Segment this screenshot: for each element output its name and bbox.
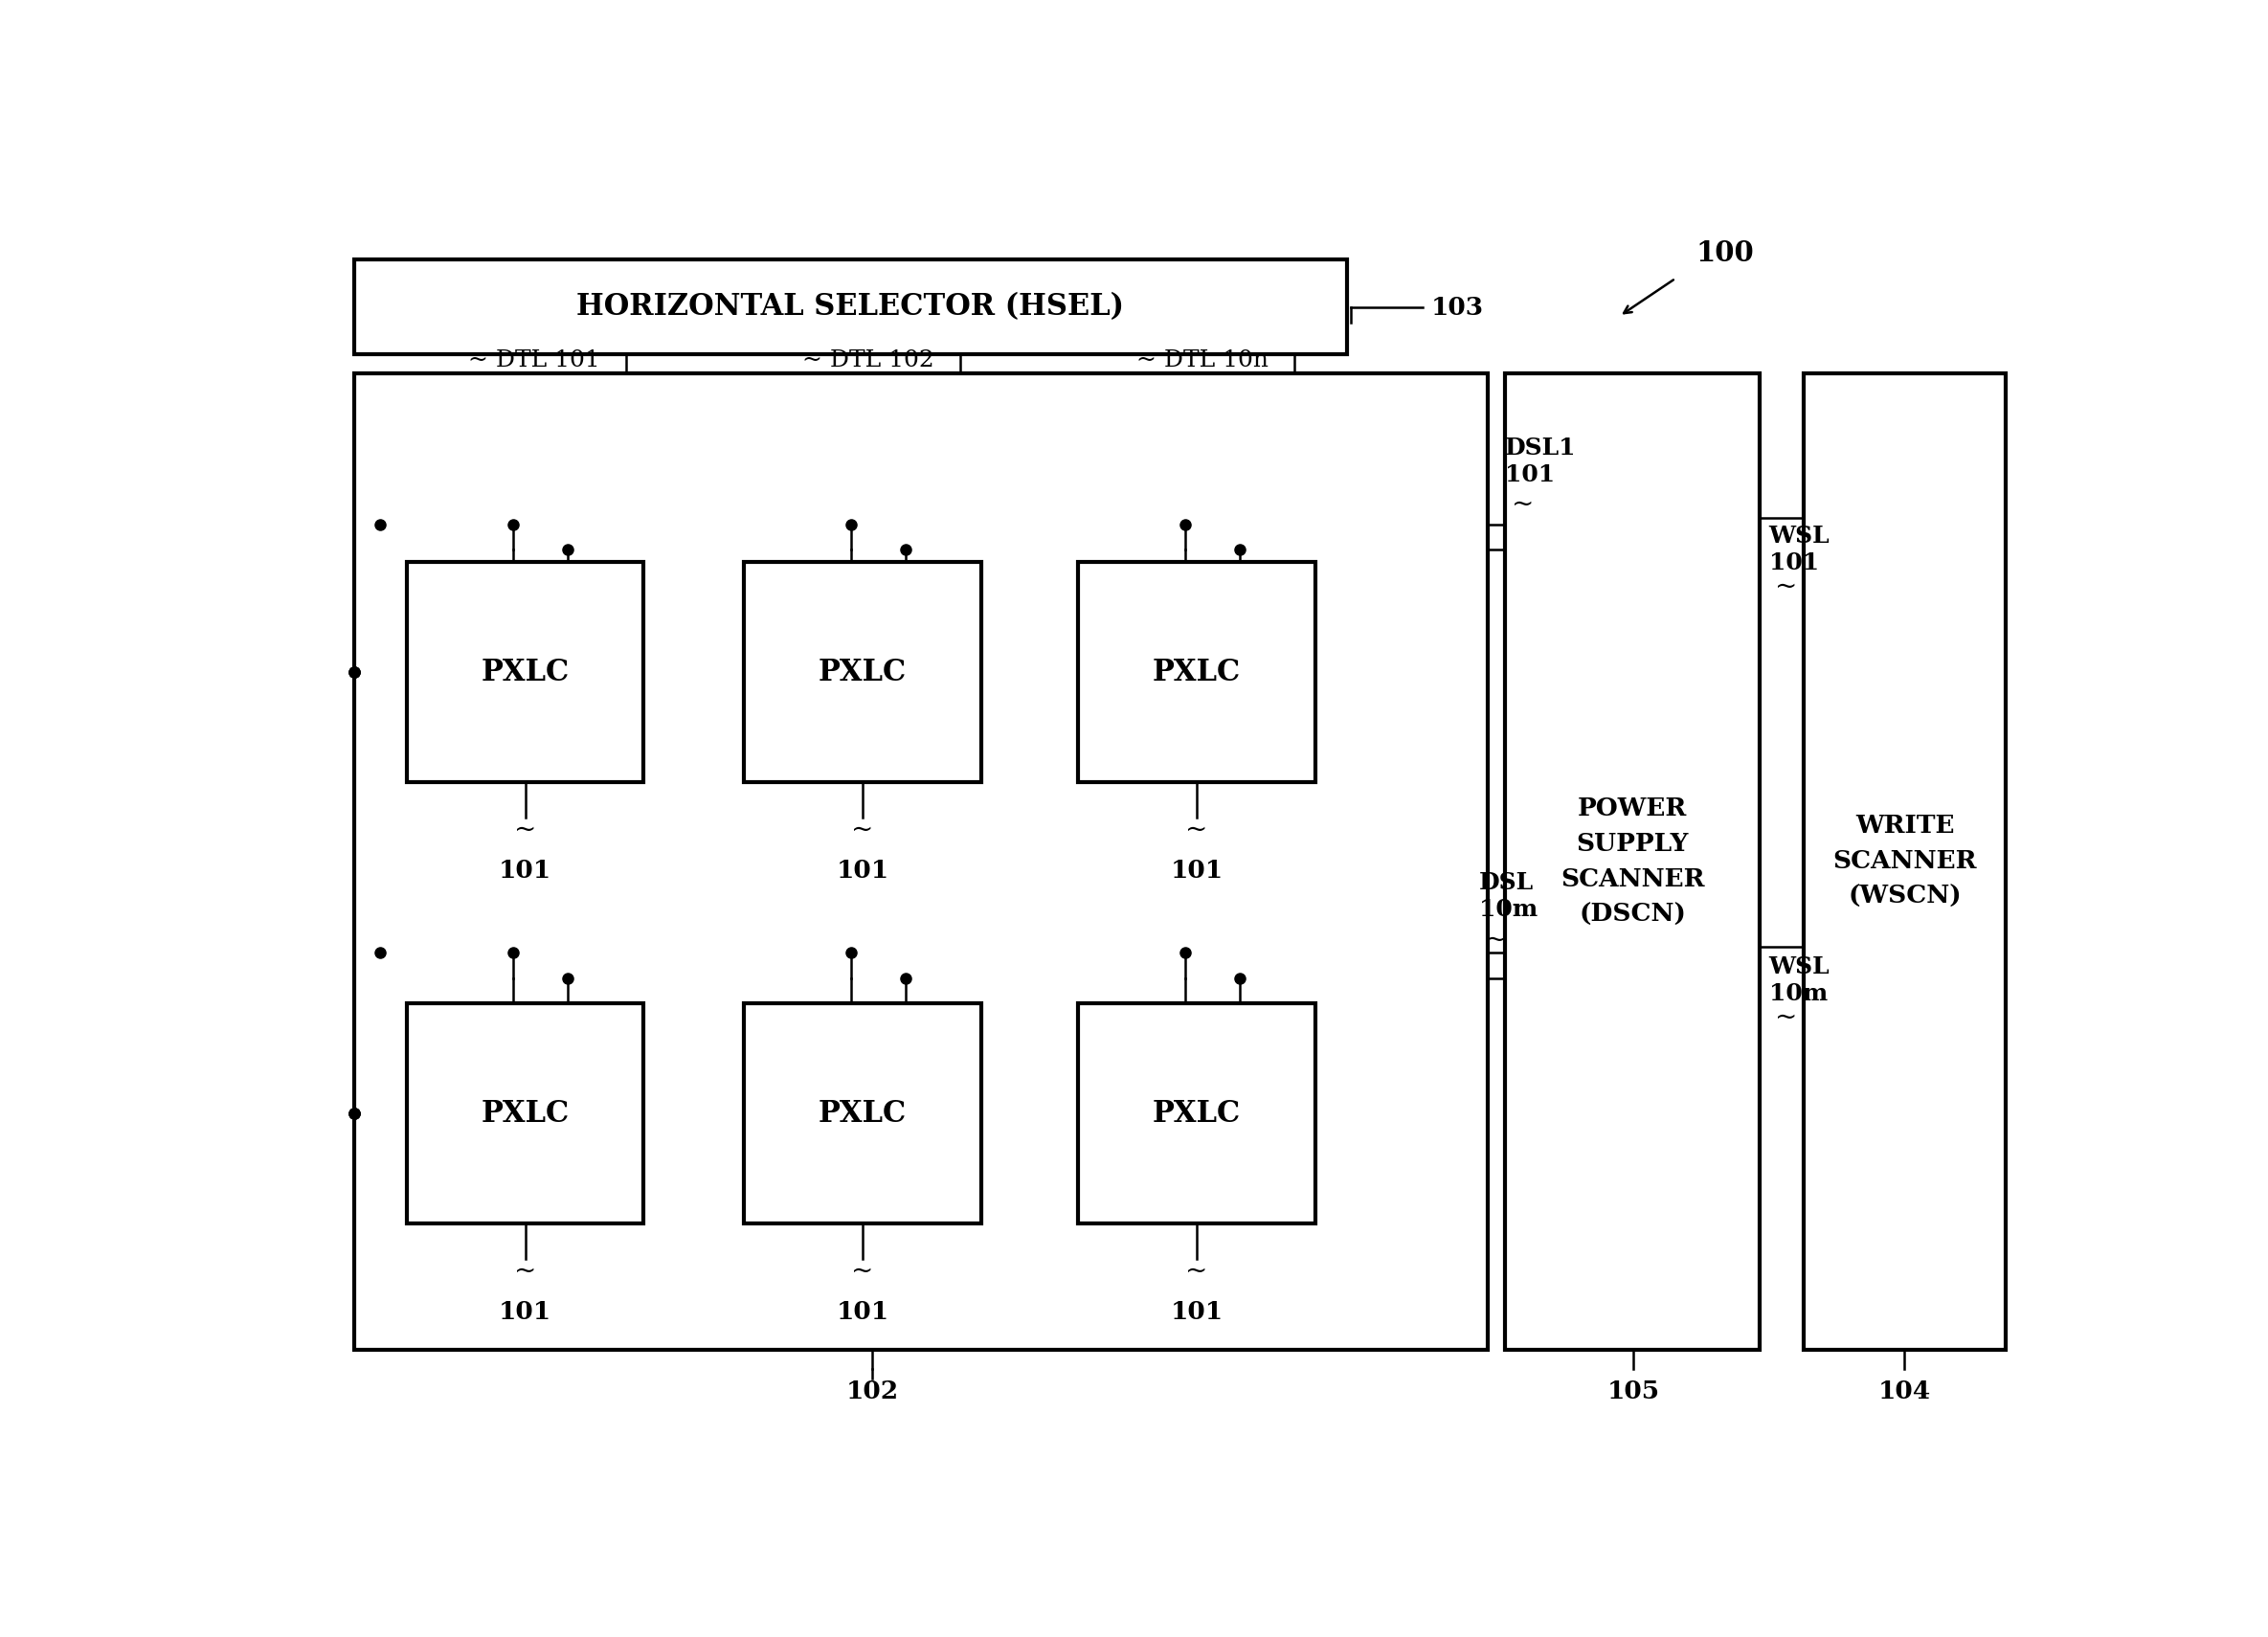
Text: ~: ~ — [1776, 575, 1799, 601]
Bar — [1803, 373, 2007, 1351]
Text: PXLC: PXLC — [481, 658, 569, 688]
Text: WSL
101: WSL 101 — [1769, 524, 1830, 575]
Text: ~: ~ — [1510, 493, 1533, 519]
Text: ~: ~ — [515, 1259, 535, 1285]
Bar — [354, 260, 1347, 354]
Text: PXLC: PXLC — [481, 1098, 569, 1128]
Text: DSL1
101: DSL1 101 — [1506, 437, 1576, 486]
Bar — [744, 1003, 982, 1224]
Text: ~: ~ — [1486, 927, 1508, 953]
Text: 101: 101 — [1170, 859, 1222, 882]
Text: PXLC: PXLC — [819, 1098, 907, 1128]
Bar — [1506, 373, 1760, 1351]
Text: DSL
10m: DSL 10m — [1479, 871, 1538, 920]
Text: PXLC: PXLC — [819, 658, 907, 688]
Text: 101: 101 — [837, 1300, 889, 1324]
Text: ~: ~ — [1186, 817, 1209, 843]
Bar — [406, 561, 644, 782]
Text: 105: 105 — [1608, 1380, 1660, 1403]
Text: WRITE
SCANNER
(WSCN): WRITE SCANNER (WSCN) — [1833, 814, 1978, 909]
Text: POWER
SUPPLY
SCANNER
(DSCN): POWER SUPPLY SCANNER (DSCN) — [1560, 796, 1706, 927]
Text: ~: ~ — [1776, 1005, 1799, 1031]
Text: 100: 100 — [1696, 239, 1753, 267]
Text: 101: 101 — [1170, 1300, 1222, 1324]
Text: ~: ~ — [850, 817, 873, 843]
Text: 102: 102 — [846, 1380, 898, 1403]
Text: ~: ~ — [1186, 1259, 1209, 1285]
Text: WSL
10m: WSL 10m — [1769, 956, 1830, 1005]
Text: 101: 101 — [499, 859, 551, 882]
Text: ~ DTL 10n: ~ DTL 10n — [1136, 349, 1268, 372]
Text: PXLC: PXLC — [1152, 1098, 1241, 1128]
Text: HORIZONTAL SELECTOR (HSEL): HORIZONTAL SELECTOR (HSEL) — [576, 291, 1125, 321]
Text: ~ DTL 101: ~ DTL 101 — [467, 349, 599, 372]
Text: 104: 104 — [1878, 1380, 1930, 1403]
Text: PXLC: PXLC — [1152, 658, 1241, 688]
Text: ~ DTL 102: ~ DTL 102 — [803, 349, 934, 372]
Text: 101: 101 — [499, 1300, 551, 1324]
Bar — [1077, 1003, 1315, 1224]
Text: ~: ~ — [515, 817, 535, 843]
Bar — [354, 373, 1488, 1351]
Bar — [406, 1003, 644, 1224]
Text: 103: 103 — [1431, 295, 1483, 319]
Bar — [1077, 561, 1315, 782]
Text: 101: 101 — [837, 859, 889, 882]
Text: ~: ~ — [850, 1259, 873, 1285]
Bar — [744, 561, 982, 782]
